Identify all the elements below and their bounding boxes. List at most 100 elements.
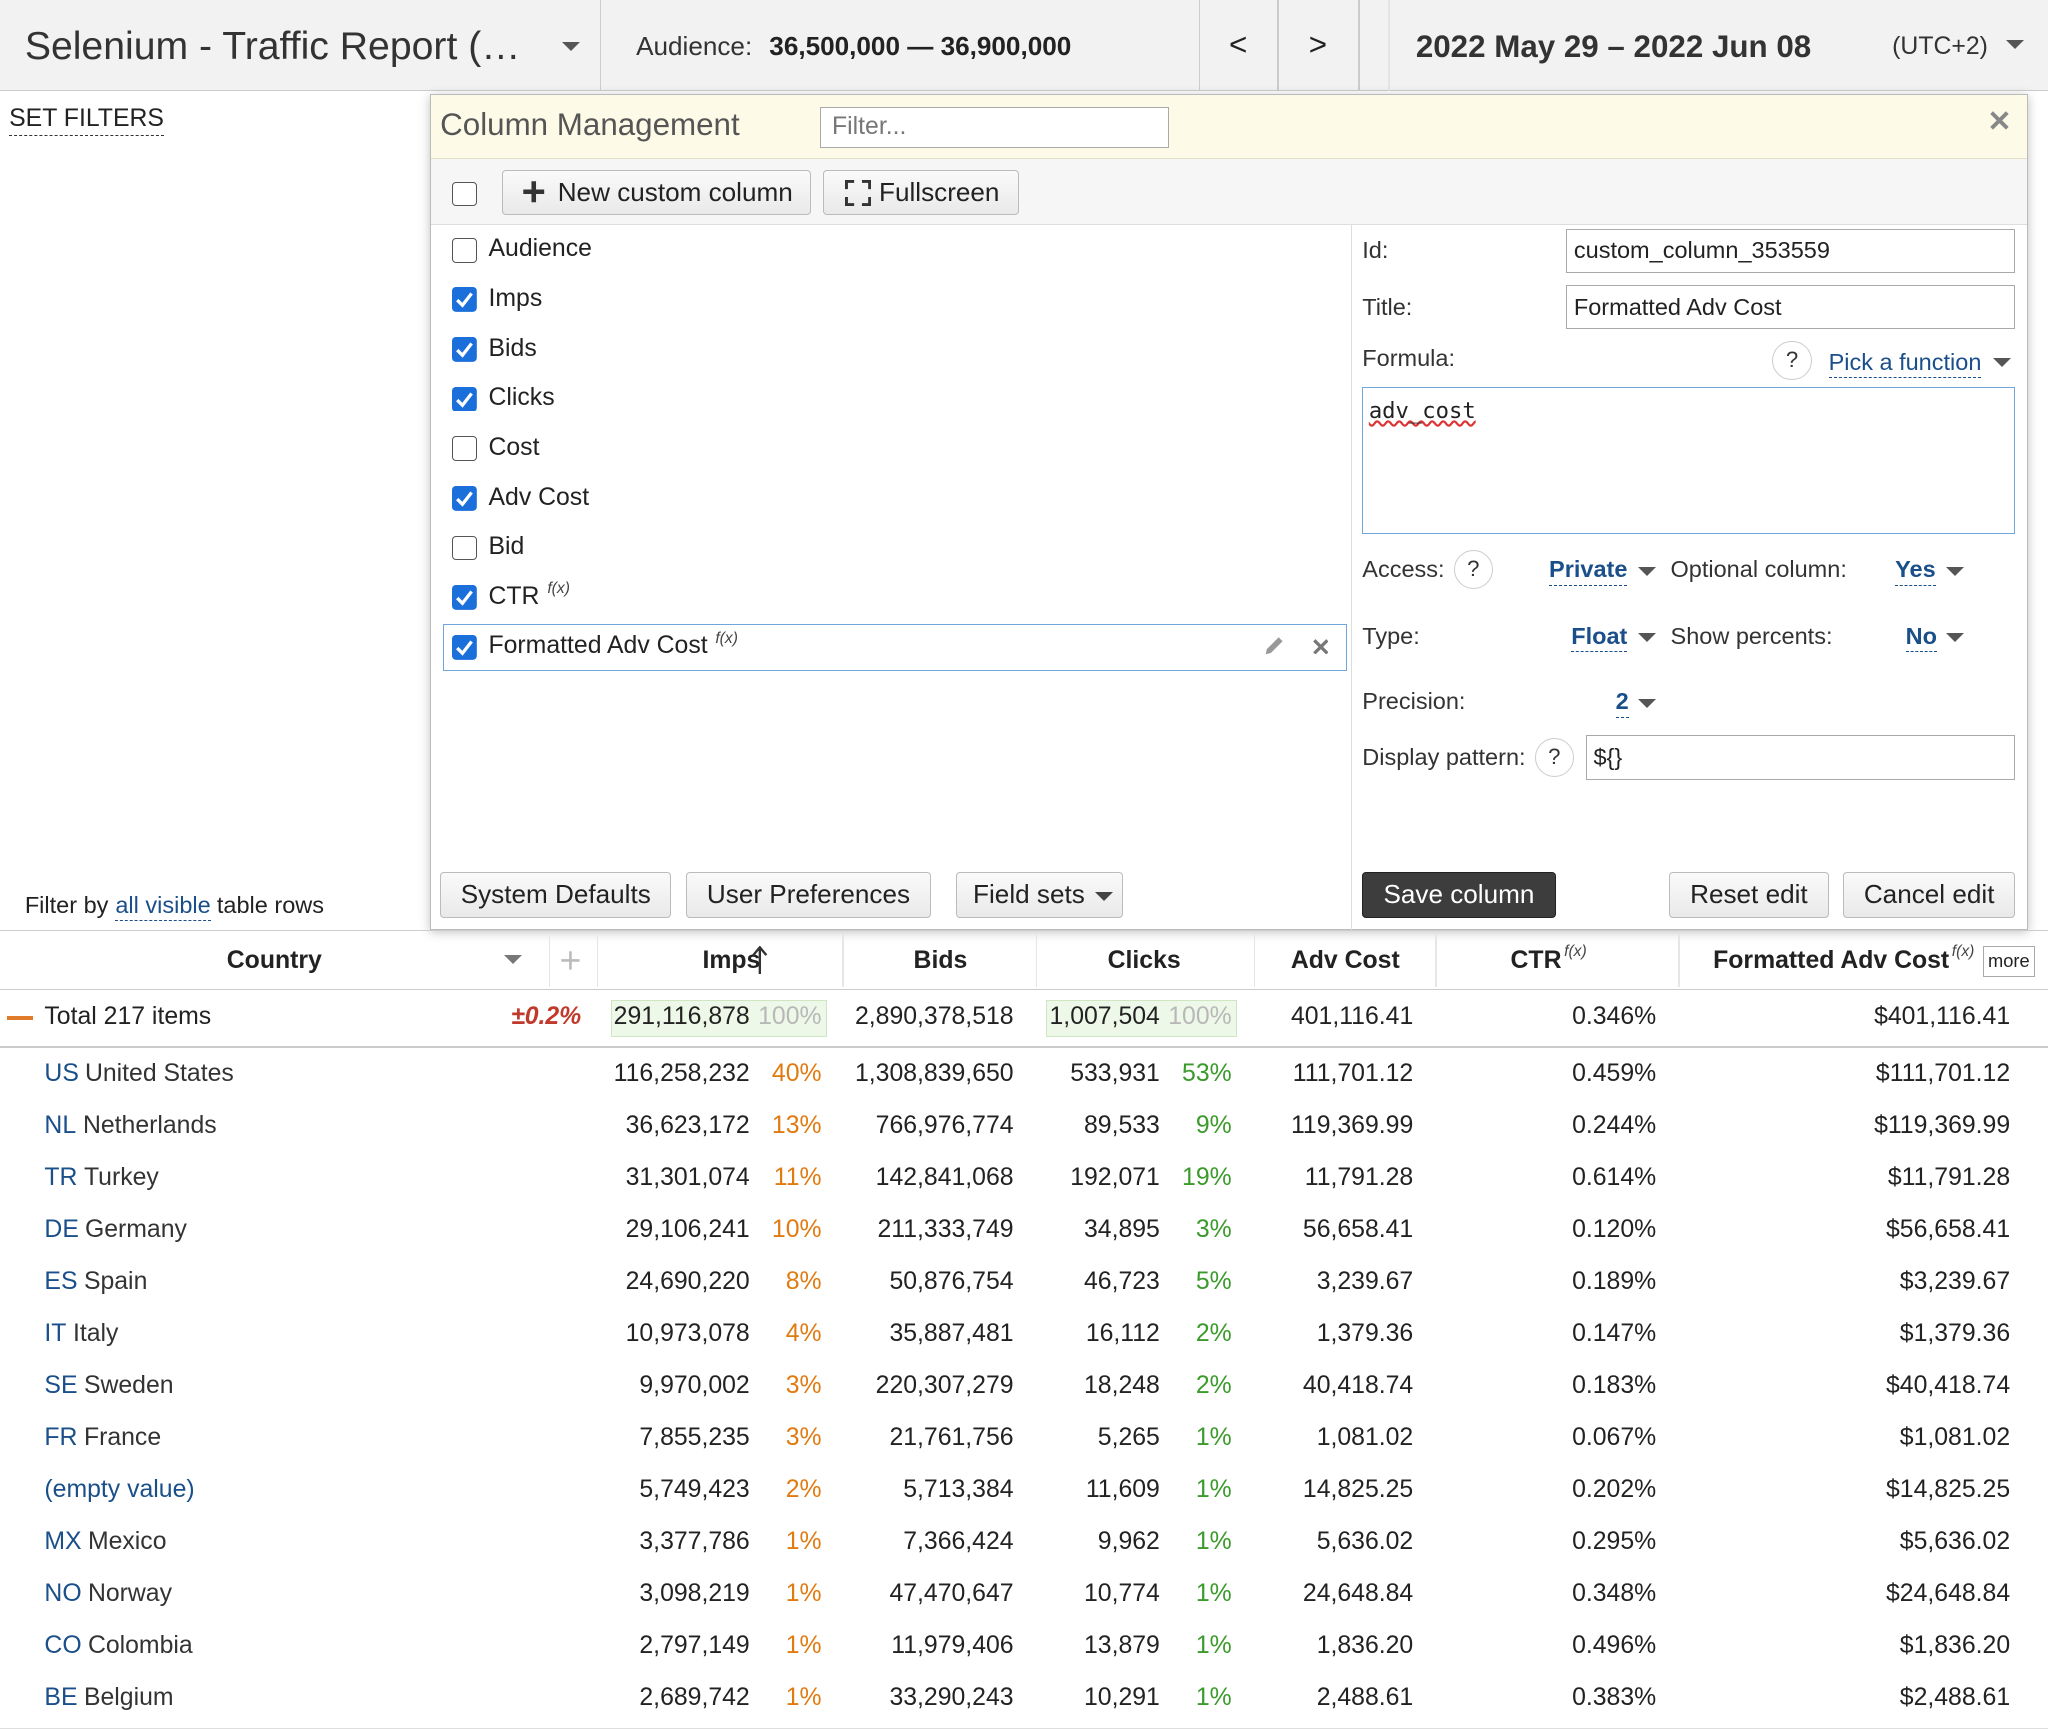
country-name[interactable]: Germany — [84, 1215, 187, 1243]
button[interactable] — [1362, 872, 1556, 919]
cell-value: 533,931 — [1070, 1059, 1160, 1087]
country-code[interactable]: NO — [44, 1579, 82, 1607]
checkbox-checked — [451, 585, 477, 610]
help-circle[interactable] — [1534, 737, 1574, 778]
cell-value: 11,609 — [1085, 1475, 1160, 1503]
country-code[interactable]: DE — [44, 1215, 79, 1243]
cell-percent: 100% — [758, 1003, 822, 1031]
checkbox-checked-svg — [451, 386, 477, 412]
country-name[interactable]: (empty value) — [44, 1475, 195, 1503]
set-filters-link[interactable]: SET FILTERS — [9, 103, 164, 136]
column-header[interactable]: Imps — [702, 947, 761, 975]
text-input[interactable] — [1585, 735, 2016, 780]
checkbox[interactable] — [451, 436, 477, 462]
input-value: Formatted Adv Cost — [1573, 293, 1782, 320]
country-name[interactable]: Turkey — [83, 1163, 159, 1191]
cell-value: 35,887,481 — [889, 1319, 1014, 1347]
cell-value: 2,689,742 — [639, 1684, 750, 1712]
more-button[interactable] — [1982, 945, 2035, 977]
country-name[interactable]: Italy — [72, 1319, 119, 1347]
country-code[interactable]: TR — [44, 1163, 78, 1191]
country-name[interactable]: Colombia — [87, 1632, 193, 1660]
cell-value: 766,976,774 — [875, 1111, 1014, 1139]
column-label: Bids — [488, 334, 537, 362]
column-label: Clicks — [488, 384, 555, 412]
country-code[interactable]: MX — [44, 1527, 82, 1555]
cell-value: 0.183% — [1572, 1371, 1657, 1399]
cell-value: 0.120% — [1572, 1215, 1657, 1243]
country-name[interactable]: Norway — [87, 1579, 172, 1607]
checkbox[interactable] — [451, 535, 477, 561]
text-input[interactable] — [1566, 284, 2016, 330]
column-header[interactable]: Adv Cost — [1290, 947, 1400, 975]
dropdown-arrow — [2006, 40, 2025, 50]
country-code[interactable]: SE — [44, 1371, 78, 1399]
help-circle[interactable] — [1772, 340, 1812, 381]
checkbox[interactable] — [451, 237, 477, 263]
cell-value: 18,248 — [1084, 1371, 1160, 1399]
cell-value: $3,239.67 — [1899, 1267, 2011, 1295]
country-code[interactable]: NL — [44, 1111, 77, 1139]
cell-value: 16,112 — [1085, 1319, 1160, 1347]
country-name[interactable]: Mexico — [87, 1527, 167, 1555]
cell-value: 401,116.41 — [1290, 1003, 1414, 1031]
country-code[interactable]: IT — [44, 1319, 67, 1347]
filter-placeholder: Filter... — [832, 112, 907, 140]
button-label: System Defaults — [460, 878, 651, 909]
cell-value: 142,841,068 — [875, 1163, 1014, 1191]
country-code[interactable]: BE — [44, 1684, 78, 1712]
dropdown-value[interactable]: Private — [1549, 554, 1628, 586]
country-code[interactable]: CO — [44, 1632, 82, 1660]
country-name[interactable]: Spain — [83, 1267, 148, 1295]
country-name[interactable]: Belgium — [83, 1684, 174, 1712]
cell-value: 7,855,235 — [639, 1423, 750, 1451]
checkbox-checked — [451, 485, 477, 511]
filter-link[interactable]: all visible — [115, 890, 211, 922]
checkbox-checked-svg — [451, 336, 477, 362]
button[interactable] — [822, 169, 1019, 216]
button[interactable] — [1842, 872, 2016, 919]
dropdown-value[interactable]: Yes — [1895, 554, 1936, 586]
column-header[interactable]: Formatted Adv Cost — [1713, 947, 1950, 975]
cell-value: 11,791.28 — [1304, 1163, 1414, 1191]
dropdown-arrow — [1993, 357, 2012, 367]
button[interactable] — [685, 872, 932, 919]
country-name[interactable]: France — [83, 1423, 162, 1451]
country-code[interactable]: US — [44, 1059, 79, 1087]
text-input[interactable] — [1566, 228, 2016, 273]
plus-icon — [522, 180, 546, 204]
column-header[interactable]: Country — [226, 947, 322, 975]
button[interactable] — [440, 872, 672, 919]
button[interactable] — [1669, 872, 1829, 919]
country-code[interactable]: ES — [44, 1267, 78, 1295]
dropdown-value[interactable]: No — [1905, 621, 1937, 653]
dropdown-value[interactable]: 2 — [1615, 686, 1629, 718]
column-label: CTR — [488, 582, 540, 610]
form-label: Access: — [1362, 556, 1445, 583]
column-header[interactable]: Clicks — [1107, 947, 1181, 975]
next-button[interactable]: > — [1308, 27, 1328, 63]
checkbox[interactable] — [451, 181, 477, 207]
country-name[interactable]: Sweden — [83, 1371, 174, 1399]
help-circle[interactable] — [1453, 549, 1493, 590]
cell-value: $24,648.84 — [1886, 1579, 2011, 1607]
filter-input[interactable] — [820, 107, 1169, 148]
button[interactable] — [501, 169, 812, 216]
column-header[interactable]: CTR — [1510, 947, 1562, 975]
cell-percent: 3% — [785, 1423, 822, 1451]
country-name[interactable]: Netherlands — [82, 1111, 217, 1139]
cell-value: 1,007,504 — [1049, 1003, 1160, 1031]
formula-textarea[interactable] — [1362, 386, 2016, 535]
cell-percent: 1% — [785, 1632, 822, 1660]
column-label: Bid — [488, 533, 525, 561]
cell-value: 10,774 — [1084, 1579, 1160, 1607]
pick-function[interactable]: Pick a function — [1828, 347, 1982, 379]
column-header[interactable]: Bids — [913, 947, 968, 975]
prev-button[interactable]: < — [1229, 27, 1248, 63]
dialog-title: Column Management — [440, 107, 740, 142]
cell-value: 40,418.74 — [1302, 1371, 1414, 1399]
country-code[interactable]: FR — [44, 1423, 78, 1451]
dropdown-value[interactable]: Float — [1571, 621, 1628, 653]
country-name[interactable]: United States — [84, 1059, 234, 1087]
cell-value: 1,081.02 — [1316, 1423, 1414, 1451]
